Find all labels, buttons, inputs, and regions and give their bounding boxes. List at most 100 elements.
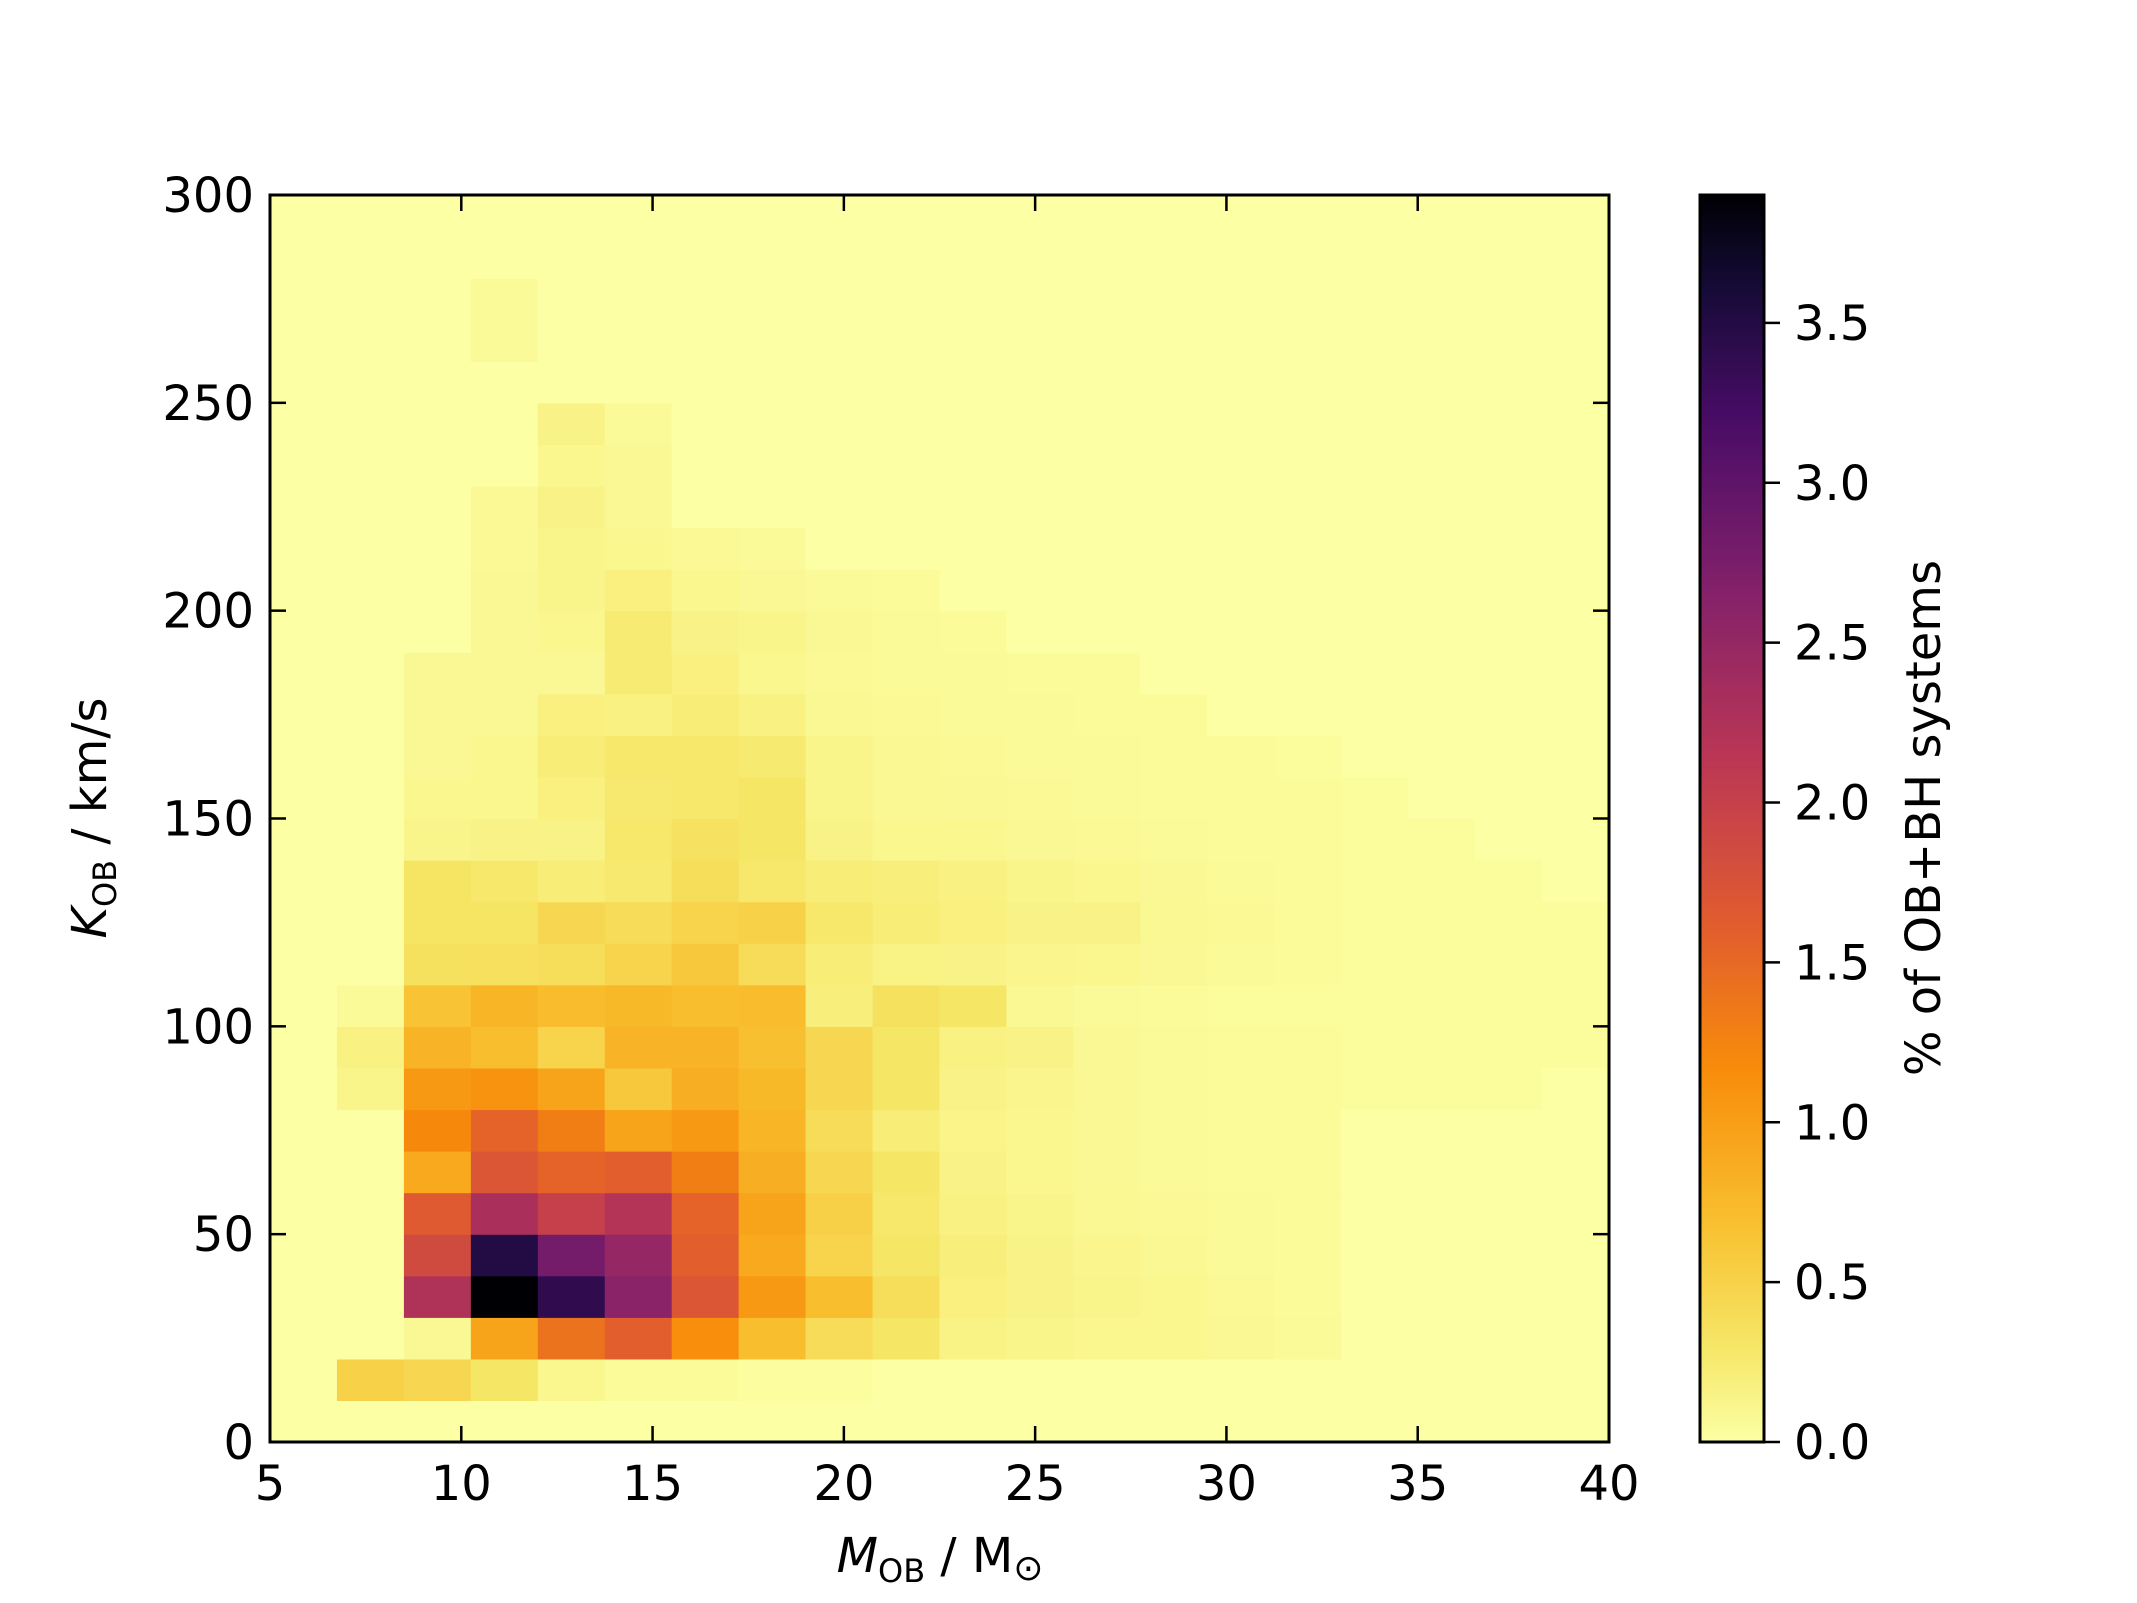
heatmap-cell — [270, 693, 338, 736]
heatmap-cell — [537, 1109, 606, 1152]
x-tick-label: 15 — [622, 1456, 683, 1512]
heatmap-cell — [270, 1234, 338, 1277]
heatmap-cell — [1274, 1234, 1342, 1277]
heatmap-cell — [1006, 693, 1074, 736]
heatmap-cell — [1140, 652, 1208, 695]
heatmap-cell — [1408, 485, 1476, 529]
heatmap-cell — [1073, 1234, 1141, 1277]
heatmap-cell — [1274, 195, 1342, 238]
heatmap-cell — [939, 278, 1008, 321]
heatmap-cell — [604, 1151, 673, 1194]
x-axis-label: MOB / M⊙ — [837, 1528, 1044, 1590]
heatmap-cell — [1341, 236, 1409, 279]
heatmap-cell — [805, 860, 874, 903]
heatmap-cell — [604, 610, 673, 653]
heatmap-cell — [604, 485, 673, 529]
heatmap-cell — [1475, 319, 1543, 362]
heatmap-cell — [1341, 444, 1409, 487]
heatmap-cell — [604, 319, 673, 362]
heatmap-cell — [671, 860, 740, 903]
heatmap-cell — [671, 195, 740, 238]
heatmap-cell — [939, 1109, 1008, 1152]
heatmap-cell — [1408, 901, 1476, 944]
heatmap-cell — [336, 319, 405, 362]
heatmap-cell — [1408, 1067, 1476, 1111]
heatmap-cell — [1006, 943, 1074, 986]
heatmap-cell — [1274, 361, 1342, 404]
heatmap-cell — [1073, 735, 1141, 778]
heatmap-cell — [1274, 319, 1342, 362]
heatmap-cell — [939, 652, 1008, 695]
heatmap-cell — [470, 943, 539, 986]
y-axis-ticks: 0 50 100 150 200 250 300 — [162, 168, 1609, 1471]
heatmap-cell — [872, 1192, 941, 1235]
heatmap-cell — [1140, 1234, 1208, 1277]
heatmap-cell — [1542, 1192, 1610, 1235]
x-tick-label: 10 — [431, 1456, 492, 1512]
heatmap-cell — [1207, 485, 1275, 529]
x-tick-label: 5 — [255, 1456, 286, 1512]
heatmap-cell — [604, 1317, 673, 1360]
heatmap-cell — [1207, 1151, 1275, 1194]
heatmap-cell — [270, 901, 338, 944]
heatmap-cell — [1140, 1400, 1208, 1443]
heatmap-cell — [537, 444, 606, 487]
heatmap-cell — [270, 860, 338, 903]
heatmap-cell — [671, 610, 740, 653]
heatmap-cell — [1207, 818, 1275, 861]
heatmap-cell — [537, 1067, 606, 1111]
heatmap-cell — [671, 984, 740, 1027]
heatmap-cell — [1274, 236, 1342, 279]
heatmap-cell — [1542, 361, 1610, 404]
heatmap-cell — [1140, 943, 1208, 986]
heatmap-cell — [939, 527, 1008, 570]
heatmap-cell — [671, 1151, 740, 1194]
heatmap-cell — [872, 236, 941, 279]
heatmap-cell — [671, 693, 740, 736]
heatmap-cell — [671, 1400, 740, 1443]
heatmap-cell — [1073, 1400, 1141, 1443]
heatmap-cell — [336, 652, 405, 695]
heatmap-cell — [1542, 527, 1610, 570]
heatmap-cell — [939, 319, 1008, 362]
heatmap-cell — [403, 1109, 472, 1152]
heatmap-cell — [1542, 1151, 1610, 1194]
heatmap-cell — [604, 652, 673, 695]
heatmap-cell — [336, 1192, 405, 1235]
heatmap-cell — [939, 1067, 1008, 1111]
heatmap-cell — [1207, 195, 1275, 238]
heatmap-cell — [1475, 984, 1543, 1027]
heatmap-cell — [805, 485, 874, 529]
heatmap-cell — [1475, 1275, 1543, 1318]
heatmap-cell — [336, 236, 405, 279]
heatmap-cell — [872, 1109, 941, 1152]
heatmap-cell — [1274, 1275, 1342, 1318]
heatmap-cell — [939, 860, 1008, 903]
heatmap-cell — [270, 610, 338, 653]
heatmap-cell — [1408, 527, 1476, 570]
heatmap-cell — [604, 527, 673, 570]
heatmap-cell — [1542, 1026, 1610, 1069]
heatmap-cell — [270, 735, 338, 778]
heatmap-cell — [1341, 1358, 1409, 1402]
heatmap-cell — [1140, 735, 1208, 778]
heatmap-cell — [604, 236, 673, 279]
heatmap-cell — [604, 1400, 673, 1443]
heatmap-cell — [537, 1192, 606, 1235]
heatmap-cell — [270, 444, 338, 487]
heatmap-cell — [1408, 402, 1476, 445]
heatmap-cell — [270, 278, 338, 321]
x-tick-label: 20 — [813, 1456, 874, 1512]
heatmap-cell — [403, 1234, 472, 1277]
heatmap-cell — [1341, 943, 1409, 986]
heatmap-cell — [604, 860, 673, 903]
heatmap-cell — [805, 1067, 874, 1111]
colorbar-tick-label: 1.0 — [1794, 1095, 1870, 1151]
heatmap-cell — [1341, 1109, 1409, 1152]
heatmap-cell — [403, 361, 472, 404]
heatmap-cell — [738, 485, 807, 529]
heatmap-cell — [537, 236, 606, 279]
heatmap-cell — [537, 1358, 606, 1402]
heatmap-cell — [805, 610, 874, 653]
heatmap-cell — [403, 402, 472, 445]
